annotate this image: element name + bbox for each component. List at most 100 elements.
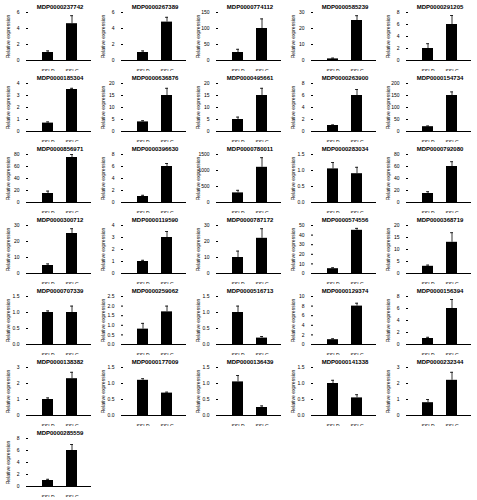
svg-text:200: 200 bbox=[391, 80, 400, 86]
svg-text:0: 0 bbox=[397, 199, 400, 205]
svg-text:MDP0000232344: MDP0000232344 bbox=[417, 359, 464, 365]
svg-text:0: 0 bbox=[397, 270, 400, 276]
svg-text:8: 8 bbox=[397, 293, 400, 299]
svg-text:30: 30 bbox=[14, 222, 20, 228]
svg-text:SSLD: SSLD bbox=[421, 423, 434, 426]
svg-text:60: 60 bbox=[394, 163, 400, 169]
svg-text:1.5: 1.5 bbox=[108, 364, 115, 370]
svg-text:0: 0 bbox=[302, 341, 305, 347]
svg-text:0: 0 bbox=[112, 128, 115, 134]
svg-text:SSLD: SSLD bbox=[326, 423, 339, 426]
svg-text:1: 1 bbox=[397, 396, 400, 402]
svg-text:0.0: 0.0 bbox=[108, 412, 115, 418]
svg-text:Relative expression: Relative expression bbox=[195, 369, 201, 413]
svg-text:Relative expression: Relative expression bbox=[290, 227, 296, 271]
svg-text:0: 0 bbox=[17, 199, 20, 205]
svg-text:8: 8 bbox=[112, 151, 115, 157]
svg-text:Relative expression: Relative expression bbox=[5, 440, 11, 484]
svg-text:100: 100 bbox=[391, 104, 400, 110]
svg-text:SSLD: SSLD bbox=[41, 494, 54, 497]
svg-text:0.5: 0.5 bbox=[13, 325, 20, 331]
svg-text:1: 1 bbox=[112, 258, 115, 264]
svg-text:MDP0000259062: MDP0000259062 bbox=[132, 288, 179, 294]
svg-text:2: 2 bbox=[17, 104, 20, 110]
svg-text:Relative expression: Relative expression bbox=[195, 227, 201, 271]
svg-text:0: 0 bbox=[17, 483, 20, 489]
svg-text:4: 4 bbox=[302, 104, 305, 110]
svg-text:MDP0000396630: MDP0000396630 bbox=[132, 146, 179, 152]
svg-text:0: 0 bbox=[397, 341, 400, 347]
svg-text:30: 30 bbox=[204, 222, 210, 228]
svg-text:0: 0 bbox=[112, 57, 115, 63]
svg-text:1.0: 1.0 bbox=[13, 309, 20, 315]
svg-text:0.5: 0.5 bbox=[108, 332, 115, 338]
svg-text:4: 4 bbox=[17, 80, 20, 86]
svg-text:60: 60 bbox=[14, 163, 20, 169]
svg-text:Relative expression: Relative expression bbox=[100, 14, 106, 58]
svg-text:MDP0000156394: MDP0000156394 bbox=[417, 288, 464, 294]
svg-text:40: 40 bbox=[394, 175, 400, 181]
svg-text:Relative expression: Relative expression bbox=[290, 14, 296, 58]
svg-text:2: 2 bbox=[17, 380, 20, 386]
svg-text:1: 1 bbox=[17, 396, 20, 402]
svg-text:0: 0 bbox=[302, 57, 305, 63]
svg-text:MDP0000780011: MDP0000780011 bbox=[227, 146, 274, 152]
svg-text:MDP0000141338: MDP0000141338 bbox=[322, 359, 369, 365]
svg-text:15: 15 bbox=[109, 92, 115, 98]
svg-text:Relative expression: Relative expression bbox=[290, 85, 296, 129]
svg-text:1: 1 bbox=[17, 116, 20, 122]
svg-text:0: 0 bbox=[302, 128, 305, 134]
svg-text:2: 2 bbox=[112, 246, 115, 252]
svg-text:Relative expression: Relative expression bbox=[100, 298, 106, 342]
svg-text:0: 0 bbox=[207, 128, 210, 134]
svg-text:2: 2 bbox=[397, 329, 400, 335]
svg-text:0.5: 0.5 bbox=[298, 183, 305, 189]
svg-text:1.5: 1.5 bbox=[298, 364, 305, 370]
svg-text:0.5: 0.5 bbox=[203, 325, 210, 331]
svg-text:0: 0 bbox=[17, 412, 20, 418]
svg-text:5: 5 bbox=[207, 116, 210, 122]
svg-text:6: 6 bbox=[397, 305, 400, 311]
svg-text:Relative expression: Relative expression bbox=[290, 298, 296, 342]
svg-text:0: 0 bbox=[397, 57, 400, 63]
svg-text:0: 0 bbox=[207, 199, 210, 205]
svg-text:150: 150 bbox=[201, 9, 210, 15]
svg-text:0: 0 bbox=[112, 199, 115, 205]
svg-text:2: 2 bbox=[17, 471, 20, 477]
svg-text:MDP0000177009: MDP0000177009 bbox=[132, 359, 179, 365]
svg-text:0: 0 bbox=[17, 270, 20, 276]
svg-text:2: 2 bbox=[302, 332, 305, 338]
svg-text:Relative expression: Relative expression bbox=[290, 156, 296, 200]
svg-text:20: 20 bbox=[14, 238, 20, 244]
svg-text:4: 4 bbox=[112, 222, 115, 228]
svg-text:Relative expression: Relative expression bbox=[5, 298, 11, 342]
svg-text:0.0: 0.0 bbox=[13, 341, 20, 347]
svg-text:0: 0 bbox=[17, 128, 20, 134]
svg-text:SSLC: SSLC bbox=[160, 423, 173, 426]
svg-text:Relative expression: Relative expression bbox=[100, 156, 106, 200]
svg-text:80: 80 bbox=[14, 151, 20, 157]
svg-text:3: 3 bbox=[112, 234, 115, 240]
svg-text:MDP0000792080: MDP0000792080 bbox=[417, 146, 464, 152]
svg-text:1.0: 1.0 bbox=[108, 380, 115, 386]
svg-text:1.5: 1.5 bbox=[13, 293, 20, 299]
svg-text:2: 2 bbox=[17, 41, 20, 47]
svg-text:0: 0 bbox=[17, 57, 20, 63]
svg-text:4: 4 bbox=[397, 33, 400, 39]
svg-text:1.5: 1.5 bbox=[203, 293, 210, 299]
svg-text:2: 2 bbox=[397, 45, 400, 51]
svg-text:Relative expression: Relative expression bbox=[100, 227, 106, 271]
svg-text:50: 50 bbox=[299, 222, 305, 228]
svg-text:MDP0000300712: MDP0000300712 bbox=[37, 217, 84, 223]
svg-text:Relative expression: Relative expression bbox=[385, 85, 391, 129]
svg-text:Relative expression: Relative expression bbox=[385, 156, 391, 200]
svg-text:Relative expression: Relative expression bbox=[385, 298, 391, 342]
svg-text:10: 10 bbox=[299, 41, 305, 47]
svg-text:1.0: 1.0 bbox=[298, 167, 305, 173]
svg-text:1.5: 1.5 bbox=[108, 312, 115, 318]
svg-text:0: 0 bbox=[207, 270, 210, 276]
svg-text:10: 10 bbox=[299, 293, 305, 299]
svg-text:20: 20 bbox=[394, 187, 400, 193]
svg-text:MDP0000574556: MDP0000574556 bbox=[322, 217, 369, 223]
svg-text:8: 8 bbox=[397, 9, 400, 15]
